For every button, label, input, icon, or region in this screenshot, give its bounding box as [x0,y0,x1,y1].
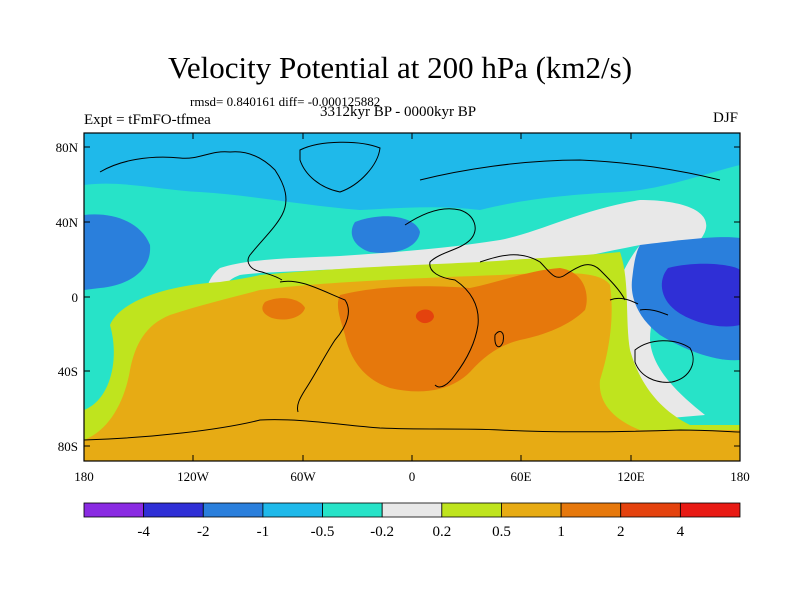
y-tick-label: 0 [72,290,79,305]
y-tick-label: 40N [56,215,79,230]
field-strong-positive-amazon [262,298,305,320]
coastlines [84,141,740,441]
colorbar-label: 0.5 [492,524,511,540]
y-tick-label: 80N [56,140,79,155]
colorbar-label: 2 [617,524,625,540]
field-east-pacific-negative [84,214,151,290]
coast-europe-africa [404,208,479,388]
colorbar-swatch [441,502,502,518]
x-tick-labels: 180 120W 60W 0 60E 120E 180 [74,469,750,484]
season-label: DJF [713,110,739,126]
colorbar-swatch [560,502,622,518]
colorbar-swatch [143,502,204,518]
experiment-label: Expt = tFmFO-tfmea [84,112,211,128]
field-atlantic-negative [351,216,420,254]
colorbar-label: -1 [257,524,270,540]
velocity-potential-field [84,133,740,461]
colorbar [83,502,741,518]
field-north-weak-negative [84,133,740,210]
colorbar-swatch [202,502,264,518]
x-tick-label: 120E [617,469,645,484]
colorbar-label: -0.2 [370,524,394,540]
colorbar-swatch [381,502,443,518]
x-tick-label: 180 [730,469,750,484]
colorbar-swatch [620,502,681,518]
field-neutral-band [206,200,707,418]
coast-indonesia [609,297,669,316]
colorbar-label: 1 [557,524,565,540]
colorbar-swatch [83,502,145,518]
coast-asia-south [479,254,626,301]
x-tick-label: 180 [74,469,94,484]
rmsd-diff-stats: rmsd= 0.840161 diff= -0.000125882 [190,94,381,109]
colorbar-swatch [322,502,383,518]
field-strong-positive-africa [337,268,587,392]
colorbar-swatch [501,502,562,518]
time-period-label: 3312kyr BP - 0000kyr BP [320,104,477,120]
colorbar-swatch [262,502,323,518]
colorbar-label: -2 [197,524,210,540]
colorbar-label: 4 [677,524,685,540]
y-tick-label: 40S [58,364,78,379]
colorbar-label: -0.5 [311,524,335,540]
coast-antarctica [84,419,740,441]
x-tick-label: 60E [511,469,532,484]
colorbar-labels: -4 -2 -1 -0.5 -0.2 0.2 0.5 1 2 4 [137,524,684,540]
page-title: Velocity Potential at 200 hPa (km2/s) [167,50,633,85]
y-tick-marks [84,146,740,447]
coast-madagascar [494,331,504,348]
x-tick-marks [83,133,741,461]
field-west-pacific-strong-negative [661,263,740,327]
coast-eurasia-north [419,159,721,181]
x-tick-label: 60W [290,469,316,484]
coast-australia [634,340,694,383]
colorbar-swatch [679,502,741,518]
colorbar-label: 0.2 [432,524,451,540]
x-tick-label: 0 [409,469,416,484]
field-max-positive [415,309,434,324]
y-tick-label: 80S [58,439,78,454]
coast-south-america [279,280,349,413]
y-tick-labels: 80N 40N 0 40S 80S [56,140,79,454]
coast-greenland [299,141,381,193]
x-tick-label: 120W [177,469,210,484]
colorbar-label: -4 [137,524,150,540]
coast-north-america [99,151,287,281]
